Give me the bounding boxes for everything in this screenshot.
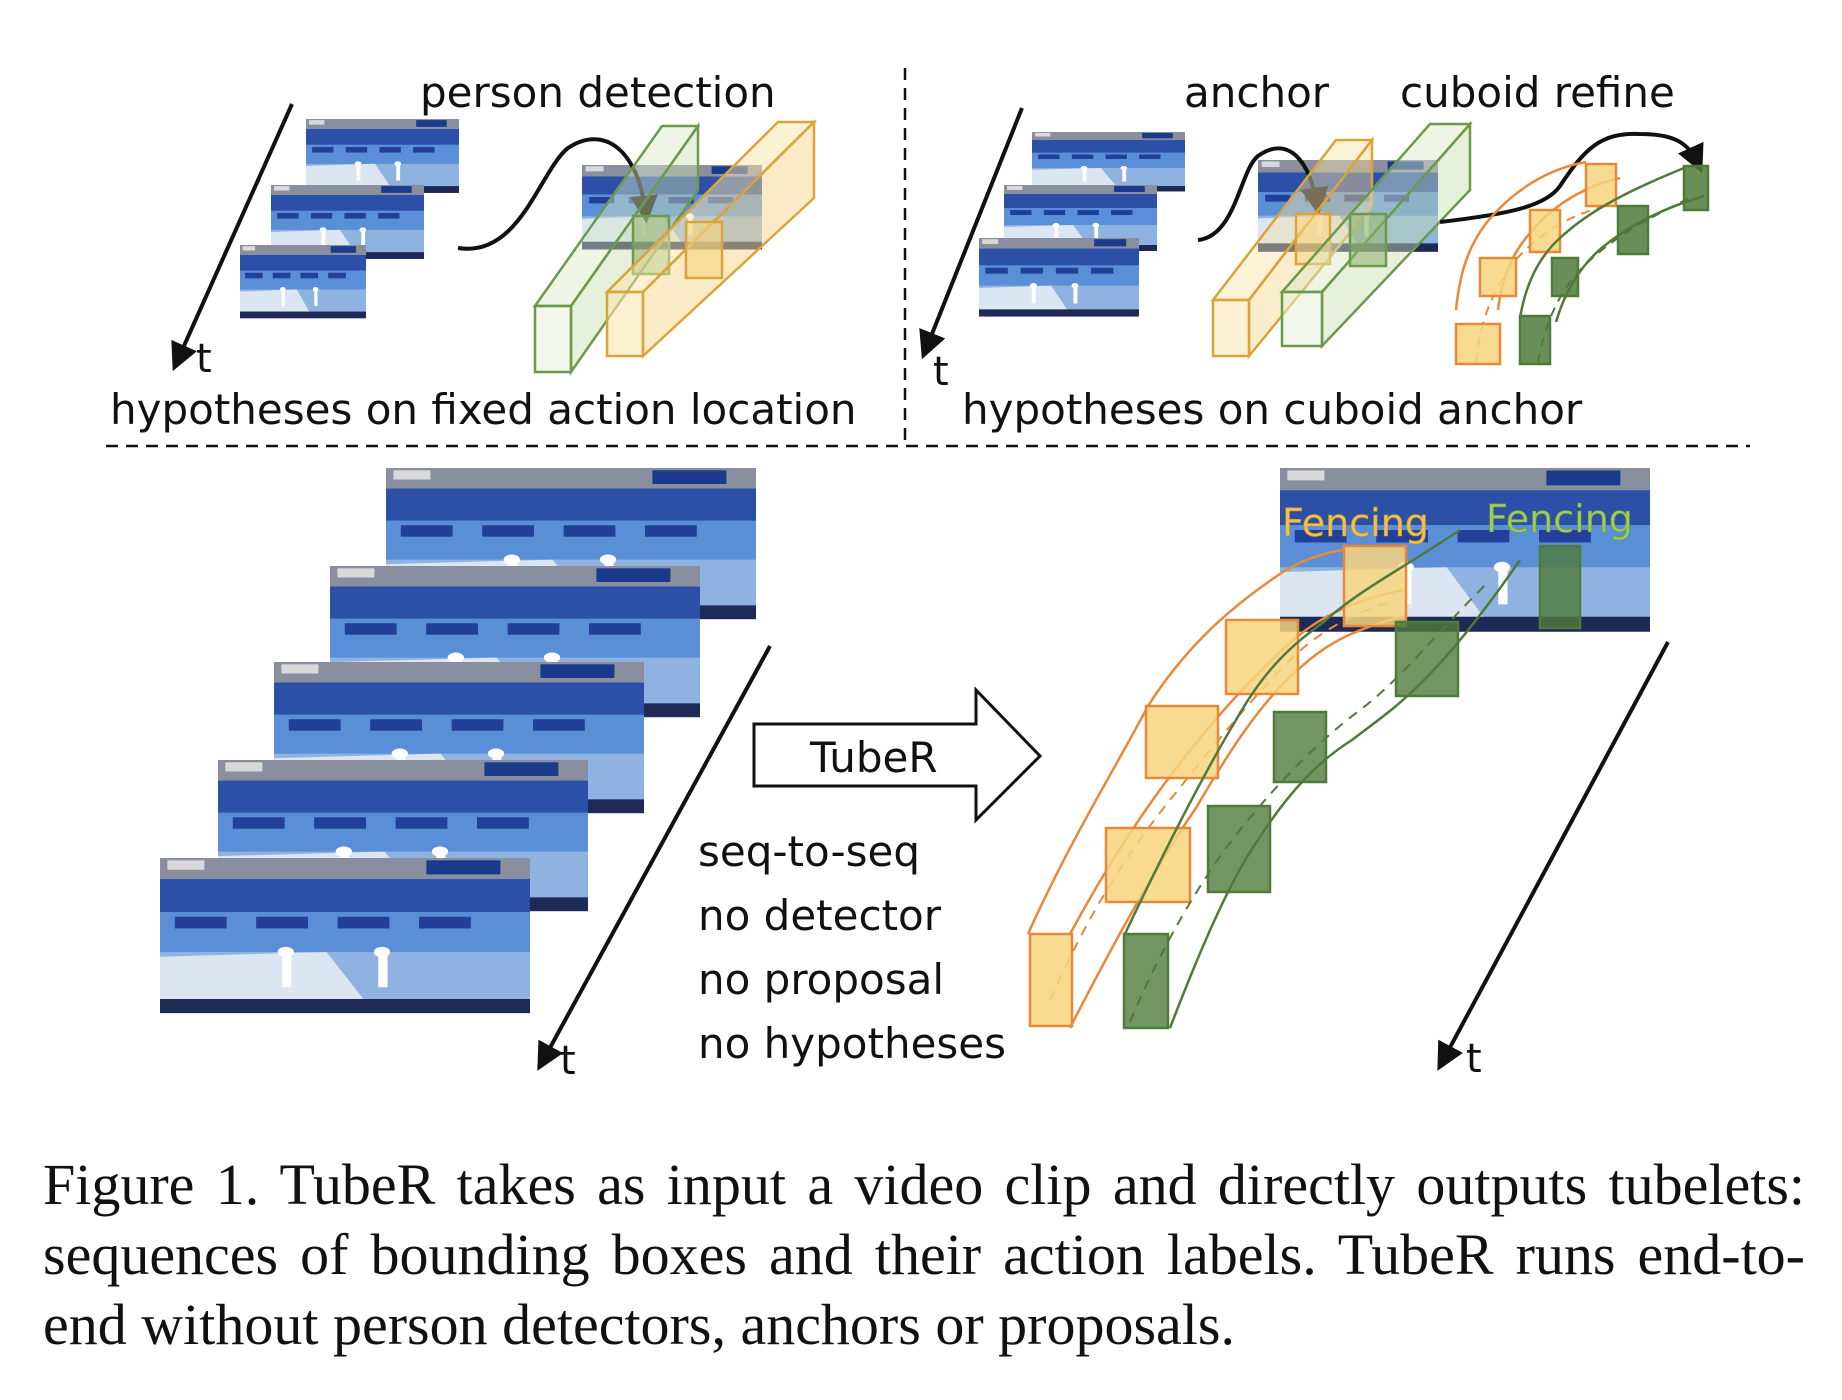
property-item: seq-to-seq [698, 827, 920, 876]
orange-anchor-cuboid [1210, 136, 1375, 360]
property-item: no proposal [698, 955, 944, 1004]
time-axis-label: t [933, 349, 949, 395]
action-label-fencing: Fencing [1486, 497, 1633, 541]
anchor-arrow [1197, 146, 1329, 242]
input-clip-frames [160, 468, 756, 1014]
panel-tuber: t TubeR seq-to-seq no detector no propos… [160, 468, 1670, 1084]
tuber-arrow-label: TubeR [809, 733, 938, 782]
panel-caption-cuboid: hypotheses on cuboid anchor [962, 385, 1583, 434]
orange-cuboid [603, 118, 818, 359]
cuboid-refine-label: cuboid refine [1400, 68, 1675, 117]
refine-arrow [1439, 131, 1704, 224]
figure-diagram: t person detection hypotheses on fixed a… [106, 68, 1750, 1084]
action-label-fencing: Fencing [1282, 501, 1429, 545]
property-item: no hypotheses [698, 1019, 1006, 1068]
orange-tubelet [1026, 544, 1408, 1029]
property-item: no detector [698, 891, 942, 940]
time-axis-label: t [560, 1038, 576, 1084]
properties-list: seq-to-seq no detector no proposal no hy… [698, 827, 1006, 1068]
time-axis [537, 645, 772, 1071]
panel-caption-fixed: hypotheses on fixed action location [110, 385, 857, 434]
anchor-label: anchor [1184, 68, 1330, 117]
orange-refined-tube [1454, 160, 1621, 366]
green-refined-tube [1518, 164, 1710, 366]
person-detection-label: person detection [420, 68, 776, 117]
green-anchor-cuboid [1279, 120, 1473, 350]
time-axis [171, 103, 294, 372]
panel-cuboid-anchor: t anchor cuboid refine [919, 68, 1710, 434]
time-axis-label: t [1466, 1036, 1482, 1082]
detection-arrow [457, 137, 658, 251]
output-frame: Fencing Fencing [1280, 468, 1650, 632]
time-axis-label: t [196, 336, 212, 382]
green-tubelet [1122, 528, 1582, 1030]
time-axis [1437, 641, 1670, 1071]
panel-fixed-location: t person detection hypotheses on fixed a… [110, 68, 857, 434]
input-frames-stack [979, 132, 1185, 317]
tuber-arrow: TubeR [752, 686, 1043, 824]
figure-caption: Figure 1. TubeR takes as input a video c… [43, 1152, 1805, 1357]
time-axis [919, 107, 1024, 360]
